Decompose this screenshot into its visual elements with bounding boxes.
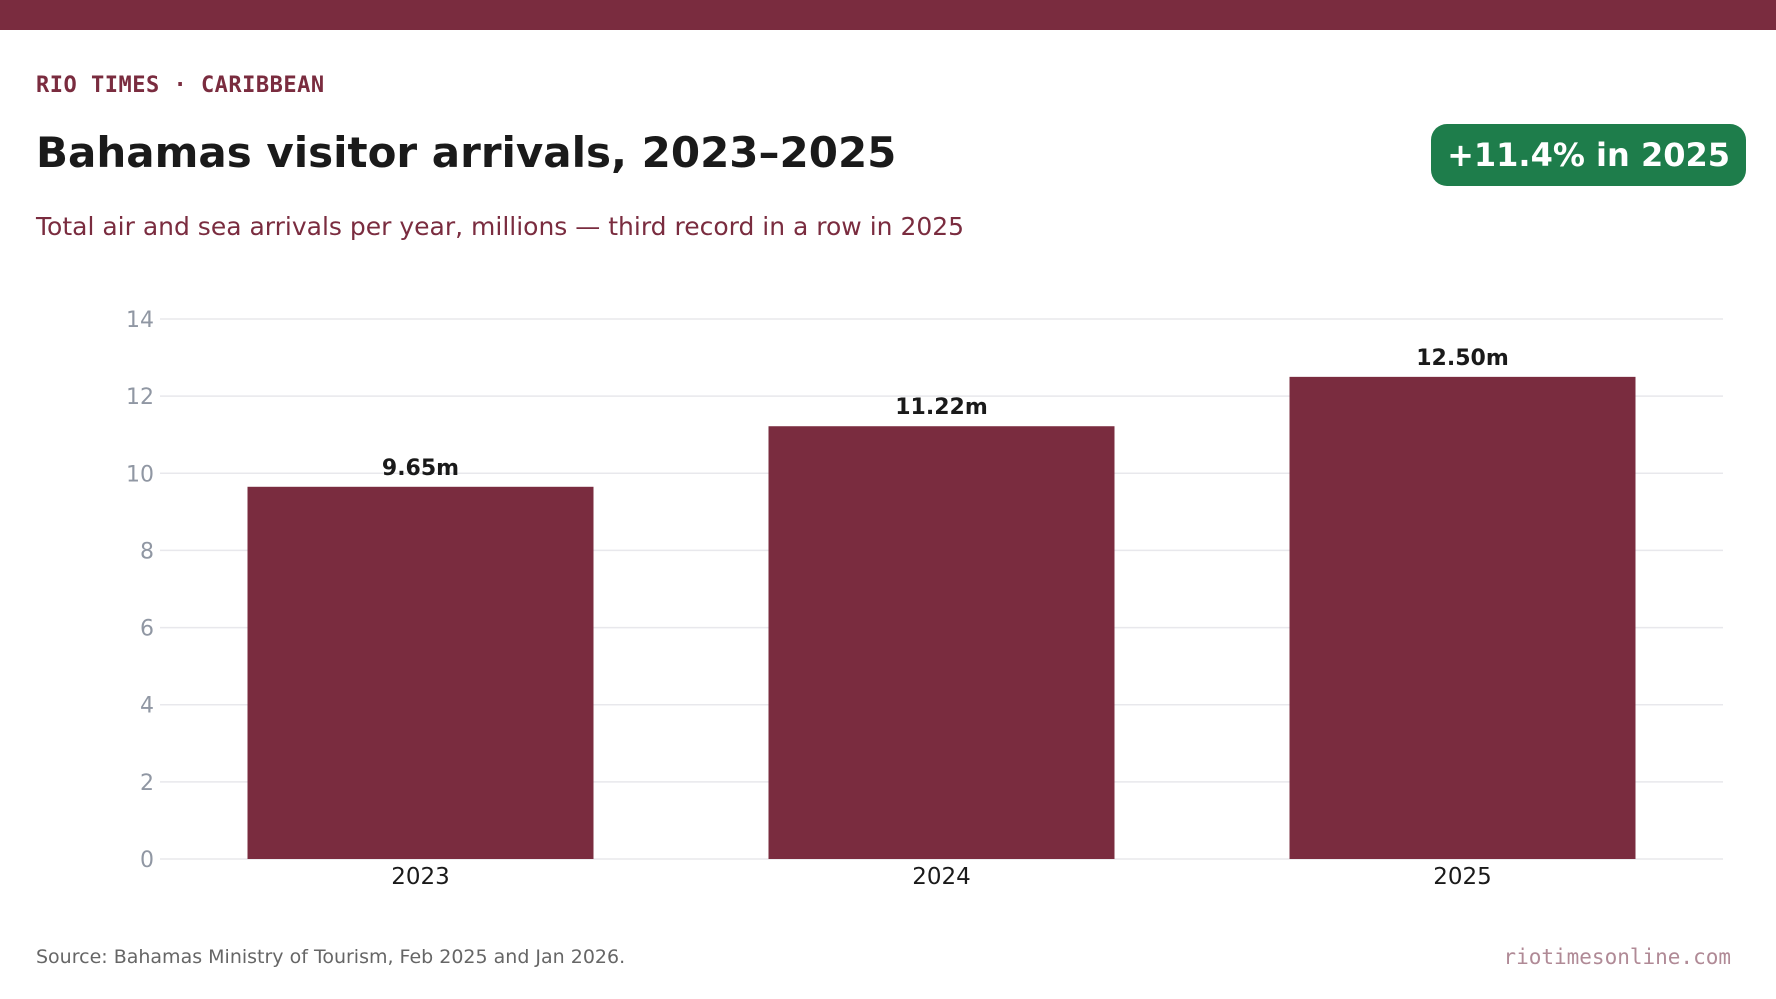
y-tick-label: 12 [126, 385, 154, 410]
site-url: riotimesonline.com [1503, 945, 1731, 969]
value-label: 12.50m [1416, 346, 1509, 371]
bars [247, 376, 1636, 859]
y-tick-label: 4 [140, 694, 154, 719]
chart-subtitle: Total air and sea arrivals per year, mil… [36, 212, 965, 241]
source-note: Source: Bahamas Ministry of Tourism, Feb… [36, 946, 626, 968]
y-tick-label: 2 [140, 771, 154, 796]
x-category-label: 2025 [1433, 864, 1492, 890]
bar-2025 [1289, 376, 1636, 859]
y-tick-label: 10 [126, 462, 154, 487]
bar-2023 [247, 486, 594, 859]
top-brand-bar [0, 0, 1776, 30]
x-category-label: 2023 [391, 864, 450, 890]
y-tick-label: 8 [140, 539, 154, 564]
y-tick-label: 6 [140, 617, 154, 642]
x-axis-categories: 2023 2024 2025 [391, 864, 1492, 890]
growth-badge: +11.4% in 2025 [1431, 124, 1746, 186]
section-kicker: RIO TIMES · CARIBBEAN [36, 73, 325, 98]
y-axis-ticks: 0 2 4 6 8 10 12 14 [126, 308, 154, 873]
value-label: 11.22m [895, 395, 988, 420]
value-label: 9.65m [382, 456, 459, 481]
y-tick-label: 14 [126, 308, 154, 333]
value-labels: 9.65m 11.22m 12.50m [382, 346, 1509, 481]
chart-title: Bahamas visitor arrivals, 2023–2025 [36, 128, 897, 177]
bar-2024 [768, 426, 1115, 859]
y-tick-label: 0 [140, 848, 154, 873]
x-category-label: 2024 [912, 864, 971, 890]
